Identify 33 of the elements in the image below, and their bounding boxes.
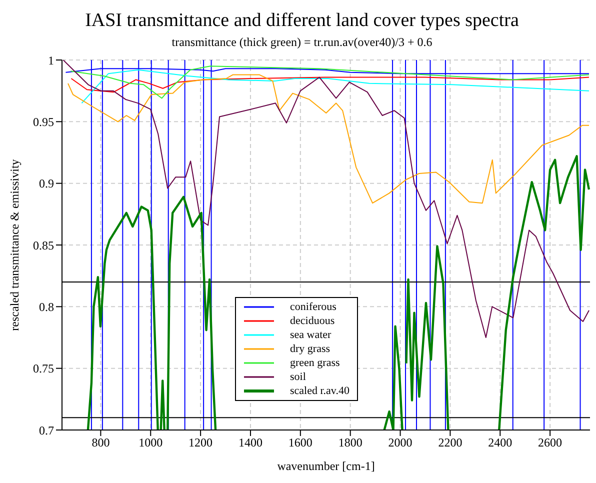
legend-label: green grass — [290, 357, 340, 369]
line-series — [81, 69, 590, 104]
legend-label: scaled r.av.40 — [290, 385, 350, 397]
y-tick-label: 0.95 — [33, 114, 54, 129]
x-tick-label: 2200 — [438, 436, 462, 450]
y-tick-label: 0.8 — [39, 300, 54, 314]
legend-label: deciduous — [290, 315, 335, 327]
y-axis-title: rescaled transmittance & emissivity — [7, 159, 22, 331]
x-tick-label: 1400 — [238, 436, 262, 450]
x-tick-label: 1600 — [288, 436, 312, 450]
x-tick-label: 1000 — [138, 436, 163, 450]
y-tick-label: 0.7 — [39, 423, 54, 438]
legend-label: soil — [290, 371, 306, 383]
x-tick-label: 2000 — [388, 436, 412, 450]
line-series — [70, 76, 590, 93]
y-tick-label: 1 — [48, 53, 54, 68]
legend-label: coniferous — [290, 301, 336, 313]
legend-label: dry grass — [290, 343, 330, 355]
x-axis-title: wavenumber [cm-1] — [277, 459, 375, 473]
x-tick-label: 2600 — [538, 436, 562, 450]
x-tick-label: 2400 — [488, 436, 512, 450]
chart-title: IASI transmittance and different land cover types spectra — [84, 10, 520, 32]
line-series — [67, 74, 590, 204]
y-tick-label: 0.9 — [39, 176, 54, 191]
legend-label: sea water — [290, 329, 332, 341]
chart-subtitle: transmittance (thick green) = tr.run.av(over40)/3 + 0.6 — [170, 35, 434, 50]
line-series — [62, 60, 590, 338]
line-series — [70, 66, 590, 99]
y-tick-label: 0.85 — [33, 238, 54, 252]
x-tick-label: 1200 — [188, 436, 213, 450]
x-tick-label: 800 — [92, 436, 110, 450]
x-tick-label: 1800 — [338, 436, 362, 450]
y-tick-label: 0.75 — [33, 362, 54, 376]
